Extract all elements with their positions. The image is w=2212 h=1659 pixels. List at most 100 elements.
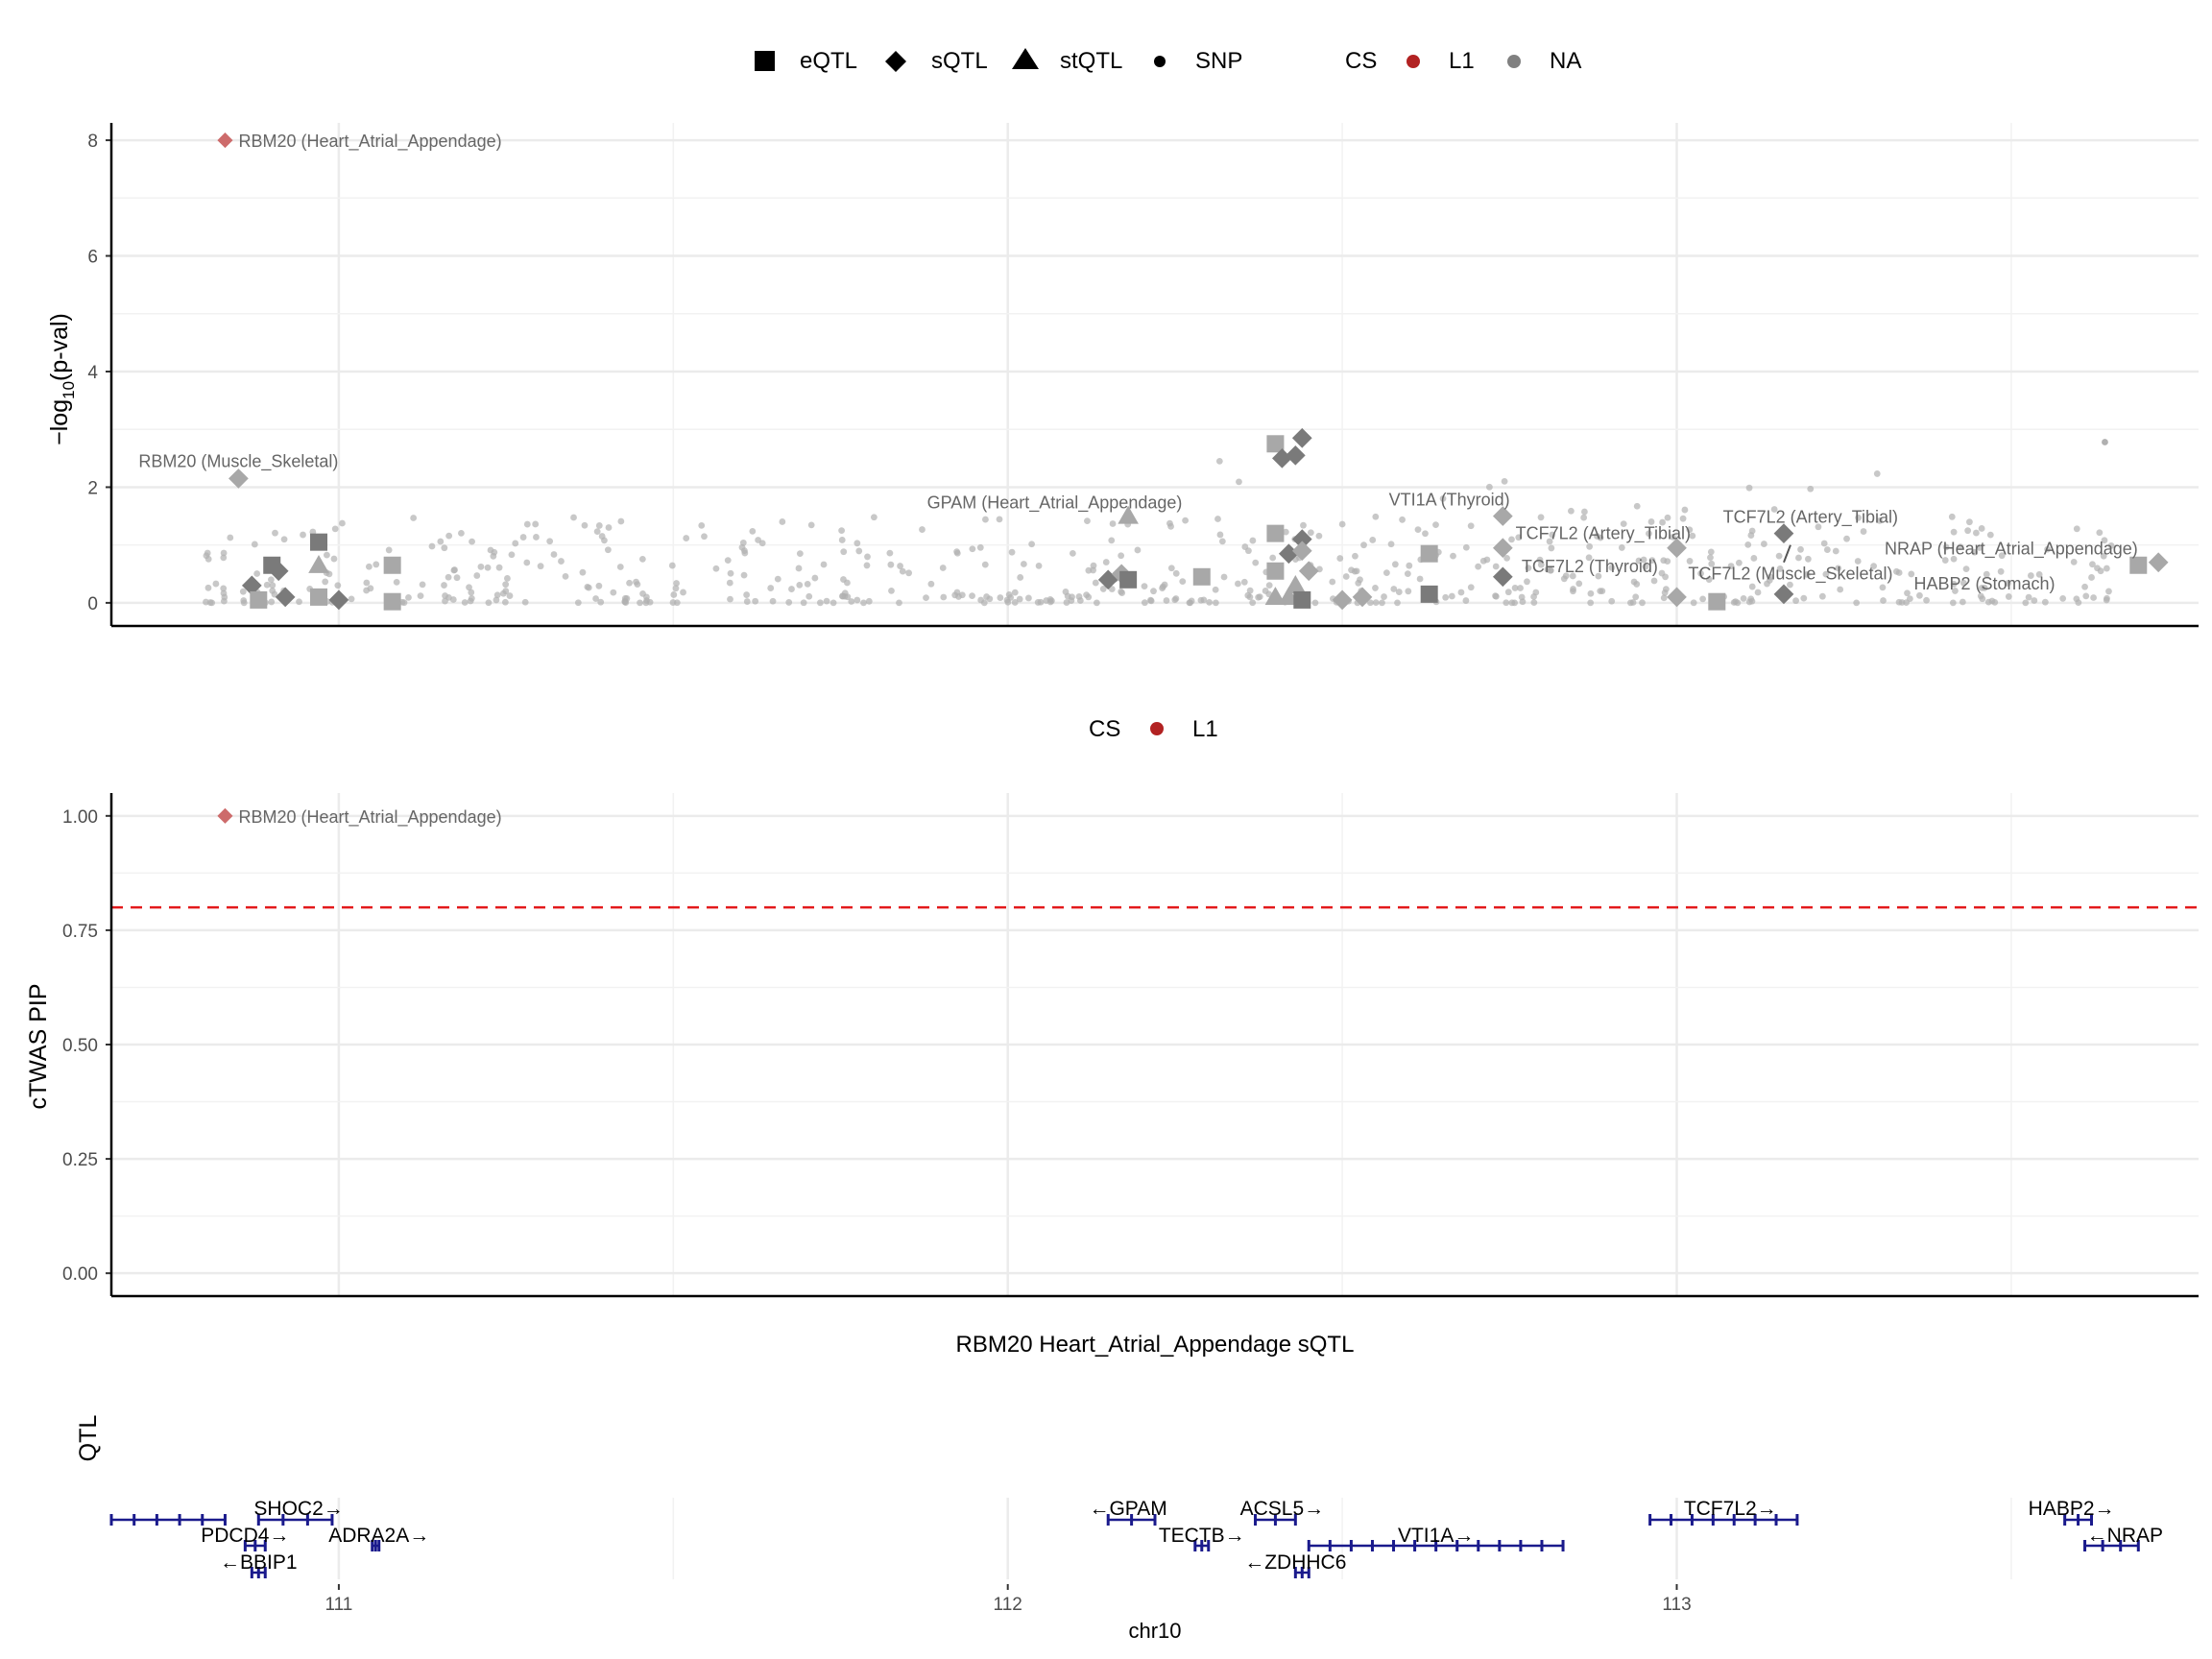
snp-point [574, 599, 582, 607]
snp-point [1159, 583, 1166, 590]
gene-exon [2101, 1540, 2104, 1551]
gene-exon [243, 1540, 247, 1551]
snp-point [727, 595, 733, 603]
snp-point [838, 537, 846, 543]
snp-point [1504, 589, 1512, 596]
snp-point [1391, 561, 1399, 568]
snp-point [672, 585, 680, 592]
snp-point [1818, 592, 1826, 600]
snp-point [1525, 565, 1532, 572]
snp-point [1462, 597, 1470, 604]
snp-point [1941, 557, 1949, 564]
snp-point [1664, 558, 1671, 565]
snp-point [1249, 537, 1257, 544]
snp-point [1690, 599, 1697, 607]
snp-point [804, 580, 811, 588]
snp-point [1372, 599, 1380, 607]
snp-point [769, 597, 777, 605]
snp-point [1315, 532, 1323, 540]
snp-point [239, 588, 247, 595]
panel1-y-label: −log10(p-val) [46, 313, 78, 445]
square-qtl-point [310, 588, 328, 606]
panel1-qtl-points [217, 132, 2169, 611]
y-tick-label: 0.75 [62, 922, 98, 942]
snp-point [1708, 560, 1716, 567]
snp-point [2082, 592, 2090, 600]
snp-point [562, 572, 569, 580]
snp-point [1503, 599, 1510, 607]
snp-point [263, 581, 271, 589]
snp-point [896, 599, 902, 607]
snp-point [1187, 599, 1193, 607]
annotation-label: TCF7L2 (Muscle_Skeletal) [1688, 565, 1892, 585]
snp-point [1108, 586, 1116, 592]
snp-point [886, 549, 894, 557]
x-tick-label: 111 [325, 1595, 352, 1615]
snp-point [2035, 570, 2043, 578]
snp-point [854, 596, 861, 604]
snp-point [982, 516, 989, 523]
square-qtl-point [1420, 544, 1438, 563]
snp-point [1966, 518, 1973, 526]
snp-point [1311, 599, 1319, 607]
snp-point [206, 599, 214, 606]
legend-snp-label: SNP [1195, 48, 1242, 74]
snp-point [830, 599, 837, 607]
snp-point [1754, 589, 1762, 596]
snp-point [1382, 569, 1390, 577]
annotation-label: TCF7L2 (Artery_Tibial) [1516, 523, 1691, 543]
snp-point [1406, 562, 1413, 569]
highlighted-point [217, 132, 233, 149]
snp-point [468, 589, 475, 596]
snp-point [1744, 541, 1752, 548]
snp-point [1587, 599, 1595, 607]
snp-point [220, 554, 228, 562]
snp-point [1300, 521, 1307, 529]
panel1-y-label-sub: 10 [60, 381, 78, 399]
snp-point [1570, 586, 1576, 592]
gene-exon [256, 1514, 260, 1526]
gene-exon [1477, 1540, 1480, 1551]
panel1-y-ticks: 0 2 4 6 8 [87, 132, 111, 614]
snp-point [1873, 470, 1881, 477]
snp-point [1707, 548, 1715, 556]
snp-point [445, 573, 452, 581]
snp-point [1467, 584, 1475, 591]
snp-point [533, 534, 540, 541]
gene-exon [1498, 1540, 1502, 1551]
snp-point [997, 594, 1004, 601]
legend-eqtl-swatch [755, 51, 775, 71]
snp-point [1689, 532, 1696, 540]
snp-point [1462, 543, 1470, 551]
cs-legend2-title: CS [1089, 716, 1120, 742]
snp-point [506, 592, 514, 599]
snp-point [767, 585, 775, 591]
snp-point [1282, 528, 1289, 536]
snp-point [1197, 596, 1205, 604]
snp-point [1895, 569, 1903, 576]
snp-point [1697, 569, 1704, 577]
snp-point [1880, 597, 1887, 604]
snp-point [1639, 599, 1646, 607]
snp-point [1658, 569, 1666, 577]
snp-point [1011, 599, 1019, 606]
snp-point [785, 599, 793, 606]
diamond-qtl-point [1291, 427, 1312, 448]
snp-point [1252, 559, 1260, 566]
snp-point [983, 593, 990, 600]
snp-point [2022, 599, 2030, 607]
snp-point [1998, 552, 2006, 560]
snp-point [469, 538, 475, 545]
snp-point [1034, 599, 1042, 606]
snp-point [1028, 541, 1036, 548]
cs-legend2-l1-swatch [1150, 722, 1164, 735]
legend-sqtl-label: sQTL [931, 48, 988, 74]
snp-point [1171, 596, 1179, 604]
snp-point [1855, 514, 1863, 521]
snp-point [2100, 552, 2107, 560]
diamond-qtl-point [1285, 445, 1306, 466]
snp-point [1381, 593, 1387, 600]
snp-point [585, 584, 592, 591]
snp-point [1016, 595, 1023, 603]
